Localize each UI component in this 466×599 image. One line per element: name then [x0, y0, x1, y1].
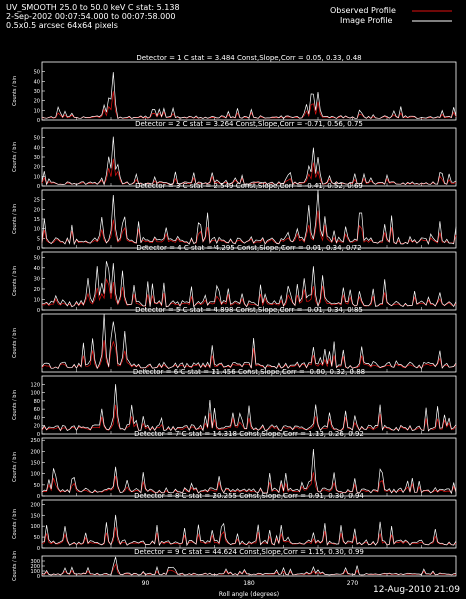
panel-title: Detector = 7 C stat = 14.318 Const,Slope…: [134, 430, 364, 438]
panel-frame: [41, 437, 457, 497]
x-tick-label: 180: [243, 580, 255, 587]
y-tick-label: 0: [37, 494, 40, 500]
header-line-2: 2-Sep-2002 00:07:54.000 to 00:07:58.000: [6, 12, 176, 21]
y-axis-label: Counts / bin: [12, 266, 18, 296]
y-axis-label: Counts / bin: [12, 76, 18, 106]
y-tick-label: 100: [30, 391, 40, 397]
y-tick-label: 20: [34, 165, 40, 171]
x-tick-label: 270: [347, 580, 359, 587]
image-profile-line: [41, 384, 457, 432]
y-tick-label: 25: [34, 198, 40, 204]
y-tick-label: 40: [34, 145, 40, 151]
y-tick-label: 50: [34, 255, 40, 261]
image-profile-line: [41, 261, 457, 308]
y-tick-label: 40: [34, 79, 40, 85]
y-axis-label: Counts / bin: [12, 452, 18, 482]
x-axis-label: Roll angle (degrees): [219, 591, 279, 598]
y-tick-label: 50: [34, 483, 40, 489]
y-tick-label: 250: [30, 438, 40, 444]
y-tick-label: 100: [30, 524, 40, 530]
y-tick-label: 150: [30, 513, 40, 519]
y-tick-label: 0: [37, 546, 40, 552]
y-tick-label: 20: [34, 424, 40, 430]
y-tick-label: 150: [30, 461, 40, 467]
header-line-3: 0.5x0.5 arcsec 64x64 pixels: [6, 21, 118, 30]
panel-title: Detector = 9 C stat = 44.624 Const,Slope…: [134, 548, 364, 556]
y-tick-label: 80: [34, 399, 40, 405]
panel-title: Detector = 4 C stat = 4.295 Const,Slope,…: [136, 244, 361, 252]
y-tick-label: 40: [34, 415, 40, 421]
y-tick-label: 15: [34, 217, 40, 223]
y-tick-label: 40: [34, 266, 40, 272]
image-profile-line: [41, 514, 457, 547]
panel-title: Detector = 5 C stat = 4.898 Const,Slope,…: [135, 306, 363, 314]
image-profile-line: [41, 72, 457, 120]
y-tick-label: 200: [30, 564, 40, 570]
header-line-1: UV_SMOOTH 25.0 to 50.0 keV C stat: 5.138: [6, 3, 180, 12]
image-profile-line: [41, 556, 457, 576]
observed-profile-line: [42, 278, 457, 307]
image-profile-line: [41, 448, 457, 495]
legend-image: Image Profile: [340, 16, 392, 25]
y-tick-label: 10: [34, 227, 40, 233]
y-tick-label: 50: [34, 136, 40, 142]
y-tick-label: 300: [30, 559, 40, 565]
image-profile-line: [41, 313, 457, 370]
observed-profile-line: [41, 404, 457, 432]
panel-title: Detector = 8 C stat = 20.255 Const,Slope…: [134, 492, 364, 500]
y-tick-label: 200: [30, 449, 40, 455]
y-axis-label: Counts / bin: [12, 204, 18, 234]
panel-title: Detector = 6 C stat = 11.456 Const,Slope…: [133, 368, 365, 376]
y-tick-label: 0: [37, 118, 40, 124]
y-tick-label: 0: [37, 184, 40, 190]
legend-observed-label: Observed Profile: [330, 6, 396, 15]
panel-title: Detector = 3 C stat = 2.549 Const,Slope,…: [135, 182, 363, 190]
y-tick-label: 60: [34, 407, 40, 413]
y-axis-label: Counts / bin: [12, 328, 18, 358]
y-axis-label: Counts / bin: [12, 142, 18, 172]
y-tick-label: 0: [37, 432, 40, 438]
observed-profile-line: [41, 472, 457, 494]
y-tick-label: 20: [34, 99, 40, 105]
y-tick-label: 30: [34, 276, 40, 282]
footer-timestamp: 12-Aug-2010 21:09: [372, 585, 460, 595]
y-tick-label: 50: [34, 535, 40, 541]
y-tick-label: 30: [34, 89, 40, 95]
y-tick-label: 5: [37, 236, 40, 242]
y-axis-label: Counts / bin: [12, 390, 18, 420]
x-tick-label: 90: [142, 580, 150, 587]
y-tick-label: 0: [37, 308, 40, 314]
y-tick-label: 0: [37, 574, 40, 580]
legend-observed: Observed Profile: [330, 6, 396, 15]
y-tick-label: 100: [30, 569, 40, 575]
legend-swatches: [412, 10, 452, 22]
y-tick-label: 10: [34, 297, 40, 303]
y-tick-label: 10: [34, 108, 40, 114]
panel-title: Detector = 2 C stat = 3.264 Const,Slope,…: [135, 120, 363, 128]
y-axis-label: Counts / bin: [12, 551, 18, 581]
panel-frame: [41, 127, 457, 187]
y-tick-label: 120: [30, 382, 40, 388]
y-tick-label: 100: [30, 472, 40, 478]
observed-profile-line: [41, 158, 457, 186]
observed-profile-line: [41, 210, 457, 245]
y-tick-label: 20: [34, 207, 40, 213]
observed-profile-line: [41, 340, 457, 370]
legend-image-label: Image Profile: [340, 16, 393, 25]
y-tick-label: 10: [34, 174, 40, 180]
image-profile-line: [41, 136, 457, 186]
image-profile-line: [41, 189, 457, 246]
panel-title: Detector = 1 C stat = 3.484 Const,Slope,…: [136, 54, 361, 62]
y-tick-label: 0: [37, 246, 40, 252]
y-tick-label: 20: [34, 287, 40, 293]
y-axis-label: Counts / bin: [12, 509, 18, 539]
y-tick-label: 200: [30, 502, 40, 508]
y-tick-label: 50: [34, 70, 40, 76]
y-tick-label: 30: [34, 155, 40, 161]
